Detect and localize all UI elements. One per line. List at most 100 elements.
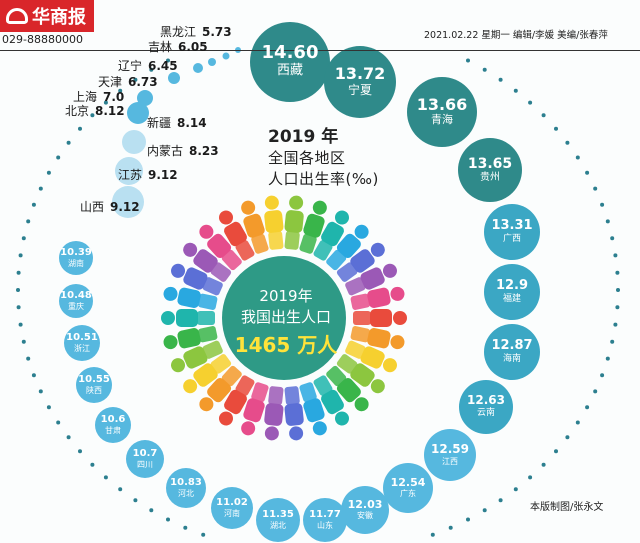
ring-dot bbox=[513, 88, 518, 93]
person-figure bbox=[284, 195, 304, 250]
ring-dot bbox=[38, 389, 43, 394]
region-value: 11.77 bbox=[309, 509, 341, 521]
region-bubble-small bbox=[193, 63, 203, 73]
region-name: 云南 bbox=[476, 408, 495, 419]
person-figure bbox=[199, 365, 242, 412]
region-value: 6.05 bbox=[178, 40, 208, 54]
hotline-number: 029-88880000 bbox=[2, 33, 83, 46]
person-figure bbox=[299, 200, 327, 254]
region-name: 福建 bbox=[502, 293, 521, 304]
ring-dot bbox=[166, 58, 170, 63]
region-side-label: 江苏 9.12 bbox=[118, 166, 178, 183]
person-figure bbox=[199, 224, 242, 271]
region-value: 5.73 bbox=[202, 25, 232, 39]
region-value: 10.6 bbox=[100, 414, 126, 426]
ring-dot bbox=[610, 339, 615, 344]
region-bubble-label: 13.31 广西 bbox=[484, 218, 540, 244]
ring-dot bbox=[46, 405, 51, 410]
region-bubble bbox=[59, 241, 93, 275]
ring-dot bbox=[575, 420, 580, 425]
ring-dot bbox=[605, 356, 610, 361]
ring-dot bbox=[565, 140, 570, 145]
person-figure bbox=[326, 365, 369, 412]
ring-dot bbox=[466, 517, 470, 522]
ring-dot bbox=[201, 532, 206, 537]
region-value: 9.12 bbox=[110, 200, 140, 214]
region-side-label: 天津 6.73 bbox=[98, 73, 158, 90]
person-figure bbox=[264, 195, 284, 250]
region-name: 海南 bbox=[502, 353, 521, 364]
ring-dot bbox=[78, 449, 82, 454]
person-figure bbox=[326, 224, 369, 271]
center-year: 2019年 bbox=[259, 287, 313, 305]
region-value: 14.60 bbox=[261, 42, 319, 64]
region-value: 12.59 bbox=[431, 442, 469, 456]
ring-dot bbox=[16, 288, 20, 292]
region-bubble-small bbox=[115, 157, 143, 185]
region-name: 河南 bbox=[224, 508, 240, 518]
person-figure bbox=[163, 326, 218, 350]
region-name: 江苏 bbox=[118, 168, 143, 182]
region-bubble-small bbox=[127, 102, 149, 124]
region-side-label: 辽宁 6.45 bbox=[118, 57, 178, 74]
ring-dot bbox=[482, 67, 487, 72]
ring-dot bbox=[149, 67, 154, 72]
region-side-label: 内蒙古 8.23 bbox=[147, 142, 219, 159]
logo-text: 华商报 bbox=[32, 7, 86, 28]
ring-dot bbox=[541, 113, 546, 118]
ring-dot bbox=[615, 305, 620, 310]
ring-dot bbox=[585, 170, 590, 175]
ring-dot bbox=[554, 126, 558, 131]
ring-dot bbox=[90, 462, 95, 467]
region-bubble-label: 13.72 宁夏 bbox=[324, 64, 396, 97]
ring-dot bbox=[118, 487, 123, 492]
region-name: 江西 bbox=[442, 456, 458, 466]
center-total-births: 1465 万人 bbox=[234, 333, 338, 357]
region-bubble-label: 13.66 青海 bbox=[407, 95, 477, 127]
region-name: 贵州 bbox=[480, 171, 500, 183]
ring-dot bbox=[593, 389, 598, 394]
region-value: 12.63 bbox=[467, 393, 505, 408]
region-value: 11.35 bbox=[262, 509, 294, 521]
ring-dot bbox=[31, 373, 36, 378]
region-bubble-label: 12.9 福建 bbox=[484, 278, 540, 304]
ring-dot bbox=[528, 475, 533, 480]
center-caption: 我国出生人口 bbox=[240, 308, 331, 326]
ring-dot bbox=[56, 420, 61, 425]
ring-dot bbox=[605, 219, 610, 224]
region-name: 浙江 bbox=[74, 343, 90, 353]
ring-dot bbox=[78, 126, 82, 131]
ring-dot bbox=[541, 462, 546, 467]
region-name: 山东 bbox=[317, 520, 333, 530]
ring-dot bbox=[16, 305, 21, 310]
newspaper-logo: 华商报 bbox=[0, 0, 94, 32]
region-name: 四川 bbox=[137, 459, 153, 469]
region-bubble bbox=[256, 498, 300, 542]
ring-dot bbox=[26, 219, 31, 224]
region-value: 6.73 bbox=[128, 75, 158, 89]
region-side-label: 新疆 8.14 bbox=[147, 114, 207, 131]
person-figure bbox=[284, 386, 304, 441]
person-figure bbox=[171, 340, 223, 373]
region-value: 10.7 bbox=[132, 448, 158, 460]
region-value: 10.39 bbox=[60, 247, 92, 259]
ring-dot bbox=[448, 525, 453, 530]
ring-dot bbox=[600, 373, 605, 378]
person-figure bbox=[241, 382, 269, 436]
region-bubble bbox=[484, 204, 540, 260]
region-bubble-label: 14.60 西藏 bbox=[250, 43, 330, 79]
ring-dot bbox=[585, 405, 590, 410]
ring-dot bbox=[482, 508, 487, 513]
region-bubble bbox=[324, 46, 396, 118]
person-figure bbox=[336, 354, 385, 394]
region-name: 黑龙江 bbox=[160, 25, 197, 39]
region-name: 安徽 bbox=[357, 511, 373, 521]
region-bubble bbox=[407, 77, 477, 147]
region-bubble-small bbox=[208, 58, 216, 66]
ring-dot bbox=[554, 449, 558, 454]
region-name: 广东 bbox=[400, 489, 416, 499]
region-bubble bbox=[424, 429, 476, 481]
ring-dot bbox=[66, 435, 71, 440]
ring-dot bbox=[133, 498, 138, 503]
